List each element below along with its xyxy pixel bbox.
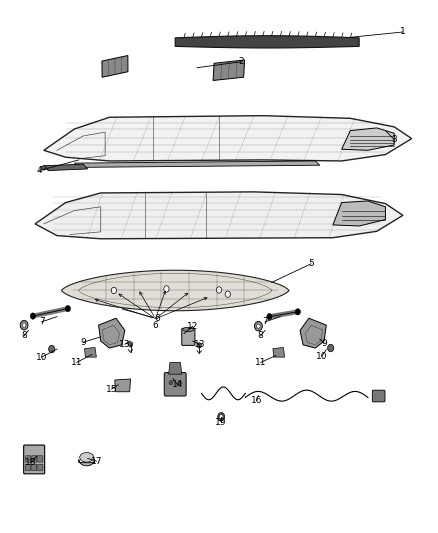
Circle shape — [219, 415, 223, 419]
FancyBboxPatch shape — [32, 456, 37, 462]
Circle shape — [295, 309, 300, 315]
Circle shape — [111, 287, 117, 294]
Circle shape — [178, 381, 181, 385]
Circle shape — [225, 291, 230, 297]
FancyBboxPatch shape — [38, 456, 43, 462]
Polygon shape — [74, 161, 320, 167]
Polygon shape — [333, 201, 385, 226]
Polygon shape — [44, 116, 412, 161]
FancyBboxPatch shape — [164, 373, 186, 396]
Text: 7: 7 — [39, 318, 45, 326]
Polygon shape — [115, 379, 131, 392]
Ellipse shape — [183, 327, 194, 332]
Polygon shape — [62, 270, 289, 311]
Polygon shape — [175, 36, 359, 48]
Text: 11: 11 — [255, 358, 266, 367]
Text: 6: 6 — [152, 321, 159, 329]
Circle shape — [257, 324, 260, 328]
Circle shape — [197, 343, 201, 348]
Text: 8: 8 — [258, 332, 264, 340]
Text: 19: 19 — [215, 418, 227, 426]
Text: 7: 7 — [262, 318, 268, 326]
Polygon shape — [35, 192, 403, 239]
Circle shape — [22, 323, 26, 327]
Text: 6: 6 — [155, 314, 161, 323]
Polygon shape — [169, 362, 182, 374]
Circle shape — [164, 286, 169, 292]
Text: 12: 12 — [187, 322, 198, 330]
Polygon shape — [79, 459, 95, 466]
Polygon shape — [85, 348, 96, 357]
Circle shape — [218, 413, 225, 421]
Polygon shape — [300, 318, 326, 348]
Ellipse shape — [80, 453, 94, 462]
Text: 1: 1 — [400, 28, 406, 36]
Circle shape — [30, 313, 35, 319]
Polygon shape — [99, 318, 125, 348]
Text: 4: 4 — [37, 166, 42, 175]
Circle shape — [328, 344, 334, 352]
Text: 15: 15 — [106, 385, 117, 393]
FancyBboxPatch shape — [372, 390, 385, 402]
Text: 8: 8 — [21, 332, 27, 340]
Circle shape — [65, 305, 71, 312]
Circle shape — [216, 287, 222, 293]
Text: 2: 2 — [238, 58, 244, 66]
FancyBboxPatch shape — [32, 464, 37, 471]
Text: 10: 10 — [36, 353, 47, 361]
Text: 10: 10 — [316, 352, 328, 360]
Polygon shape — [102, 55, 128, 77]
Text: 14: 14 — [172, 381, 183, 389]
Ellipse shape — [41, 166, 46, 170]
Text: 16: 16 — [251, 397, 262, 405]
Text: 9: 9 — [321, 339, 327, 348]
Polygon shape — [213, 60, 244, 80]
Circle shape — [49, 345, 55, 353]
FancyBboxPatch shape — [25, 464, 31, 471]
Text: 9: 9 — [80, 338, 86, 346]
Text: 18: 18 — [25, 458, 36, 467]
Polygon shape — [342, 128, 394, 150]
FancyBboxPatch shape — [38, 464, 43, 471]
Circle shape — [254, 321, 262, 331]
Text: 13: 13 — [119, 340, 131, 349]
Polygon shape — [44, 164, 88, 171]
Text: 3: 3 — [391, 135, 397, 144]
Circle shape — [267, 313, 272, 320]
Text: 17: 17 — [91, 457, 102, 465]
Text: 11: 11 — [71, 358, 82, 367]
Polygon shape — [273, 348, 285, 357]
Circle shape — [169, 381, 173, 385]
FancyBboxPatch shape — [25, 456, 31, 462]
FancyBboxPatch shape — [24, 445, 45, 474]
Text: 5: 5 — [308, 260, 314, 268]
Text: 13: 13 — [194, 340, 205, 349]
Circle shape — [128, 342, 133, 347]
Circle shape — [20, 320, 28, 330]
FancyBboxPatch shape — [182, 328, 195, 345]
